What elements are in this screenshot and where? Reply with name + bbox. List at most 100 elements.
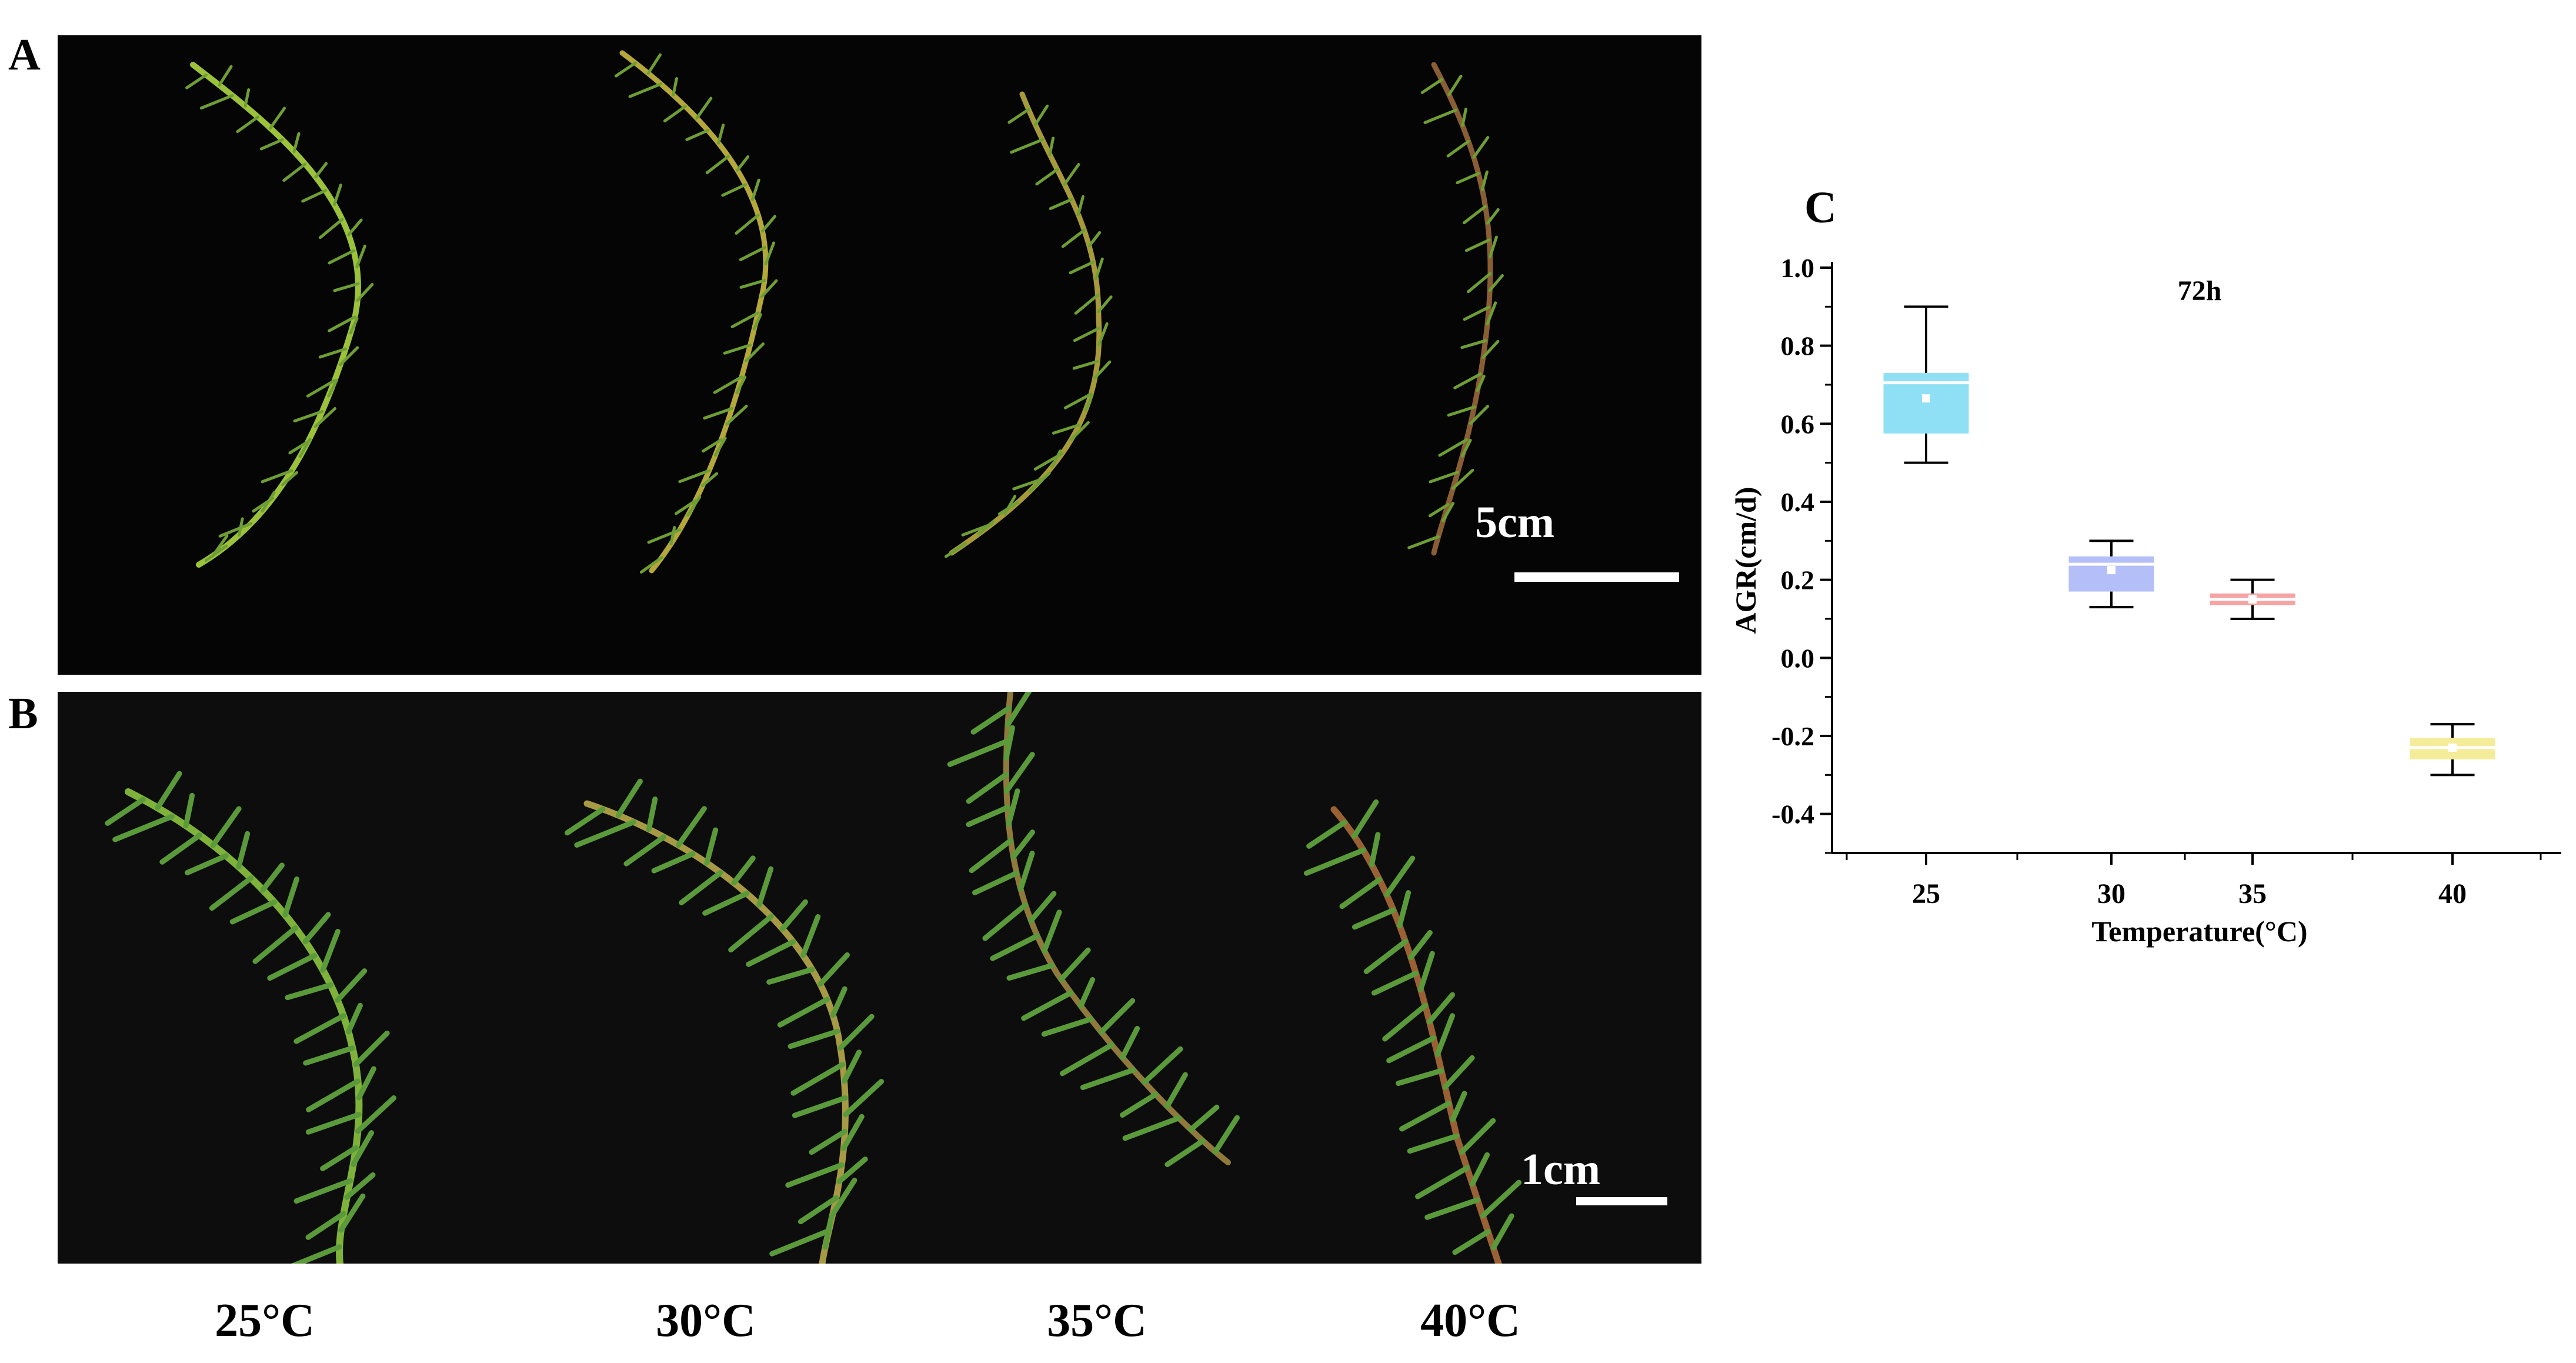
leaf: [1069, 261, 1095, 275]
leaf: [1434, 1013, 1456, 1057]
leaf: [211, 534, 229, 558]
leaf: [1396, 1068, 1444, 1087]
x-axis-title: Temperature(°C): [2091, 915, 2307, 948]
scale-bar-label-5cm: 5cm: [1475, 498, 1555, 547]
leaf: [353, 1030, 390, 1068]
stem-b-30: [583, 800, 849, 1264]
leaf: [291, 1244, 342, 1264]
leaf: [1429, 471, 1460, 484]
leaf: [725, 404, 748, 426]
leaf: [303, 1045, 355, 1066]
leaf: [1076, 195, 1085, 216]
leaf: [1451, 468, 1474, 490]
leaf: [565, 807, 606, 836]
leaf: [731, 855, 756, 886]
y-tick-label: 0.0: [1781, 643, 1815, 673]
leaf: [982, 902, 1028, 941]
leaf: [1460, 339, 1487, 349]
leaf: [1003, 495, 1017, 515]
leaf: [1021, 990, 1074, 1021]
leaf: [574, 819, 637, 848]
leaf: [185, 73, 208, 89]
leaf: [701, 438, 723, 453]
leaf: [614, 61, 637, 78]
leaf: [327, 378, 339, 398]
leaf: [1074, 294, 1100, 315]
leaf: [1010, 138, 1044, 154]
plant-photo-panel-b: [58, 692, 1701, 1264]
leaf: [298, 437, 312, 458]
leaf: [1480, 1179, 1522, 1219]
leaf: [970, 705, 1012, 735]
temperature-label-35: 35°C: [1047, 1295, 1147, 1347]
leaf: [977, 520, 995, 536]
leaf: [1080, 1067, 1136, 1091]
leaf: [306, 1078, 361, 1112]
leaf: [1084, 394, 1094, 412]
leaf: [646, 53, 662, 75]
leaf: [1407, 1133, 1460, 1154]
leaf: [1464, 238, 1491, 252]
leaf: [335, 968, 368, 1003]
leaf: [267, 953, 318, 981]
leaf: [1063, 163, 1080, 186]
leaf: [1073, 326, 1101, 342]
agr-box-plot: 1.0 0.8 0.6 0.4 0.2 0.0 -0.2 -0.4 25 30 35 40 72h Tem…: [1729, 253, 2561, 948]
leaf: [261, 469, 293, 484]
leaf: [1120, 1091, 1159, 1118]
leaf: [236, 115, 260, 134]
leaf: [676, 806, 707, 848]
leaf: [788, 1028, 840, 1049]
leaf: [1003, 725, 1015, 761]
leaf: [333, 184, 342, 206]
leaf: [728, 914, 774, 953]
leaf: [1459, 1118, 1496, 1155]
leaf: [752, 313, 762, 331]
leaf: [764, 241, 776, 266]
leaf: [735, 214, 760, 235]
leaf: [356, 1066, 376, 1101]
leaf: [1407, 535, 1440, 549]
leaf: [841, 1114, 865, 1151]
leaf: [356, 283, 374, 302]
leaf: [1397, 890, 1412, 929]
leaf: [679, 869, 723, 905]
leaf: [305, 1211, 346, 1240]
leaf: [183, 792, 195, 828]
leaf: [1472, 136, 1490, 159]
leaf: [966, 772, 1009, 804]
leaf: [1427, 992, 1456, 1025]
leaf: [735, 375, 747, 395]
leaf: [1442, 502, 1455, 522]
leaf: [218, 65, 233, 87]
leaf: [210, 806, 242, 848]
y-tick-label: 0.8: [1781, 331, 1815, 361]
leaf: [185, 853, 229, 875]
leaf: [751, 178, 760, 201]
leaf: [717, 124, 725, 145]
leaf: [1480, 170, 1489, 192]
leaf: [721, 183, 748, 197]
leaf: [1078, 977, 1096, 1009]
leaf: [700, 472, 719, 488]
leaf: [1164, 1072, 1188, 1109]
leaf: [663, 105, 687, 123]
leaf: [686, 495, 702, 517]
leaf: [1097, 295, 1113, 314]
leaf: [672, 77, 678, 96]
leaf: [837, 1014, 875, 1051]
leaf: [1048, 136, 1055, 156]
leaf: [1003, 752, 1035, 794]
leaf: [293, 409, 324, 423]
leaf: [301, 189, 327, 203]
leaf: [218, 522, 253, 538]
leaf: [292, 132, 301, 154]
leaf: [293, 1178, 353, 1204]
leaf: [333, 282, 360, 292]
panel-letter-c: C: [1804, 183, 1837, 232]
leaf: [704, 827, 719, 866]
leaf: [320, 1145, 359, 1171]
leaf: [1424, 1197, 1480, 1220]
leaf: [1384, 855, 1416, 898]
leaf: [798, 1195, 839, 1225]
